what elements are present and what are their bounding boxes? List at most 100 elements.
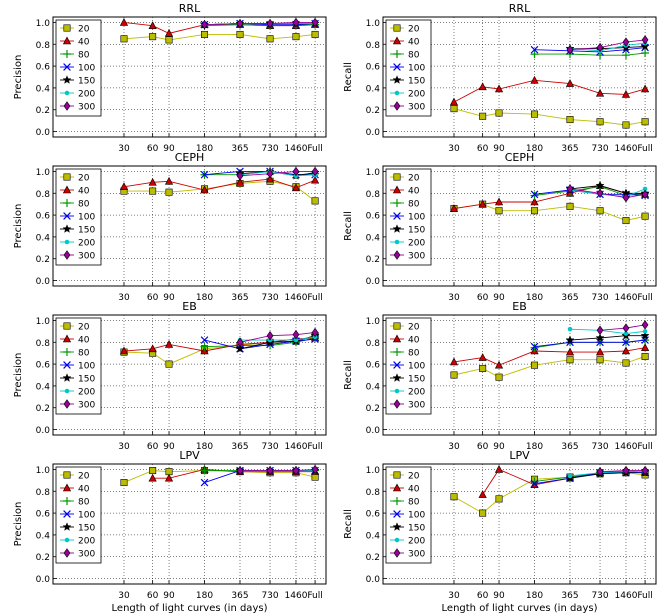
data-point-40 (164, 473, 174, 482)
legend-label-80: 80 (408, 200, 420, 210)
legend: 20 40 80 100 150 200 300 (385, 19, 432, 117)
y-axis-label: Recall (343, 509, 354, 539)
series-80 (530, 49, 650, 60)
y-axis-label: Precision (13, 353, 24, 398)
data-point-100 (200, 336, 209, 344)
data-point-300 (311, 17, 319, 28)
y-tick-label: 0.6 (36, 510, 51, 520)
subplot-eb-precision: 0.0 0.2 0.4 0.6 0.8 1.0 30 60 90 180 365 730 1460 Ful… (13, 300, 327, 452)
x-tick-label: Full (637, 144, 652, 154)
x-tick-label: 1460 (285, 591, 308, 601)
series-40 (449, 75, 650, 106)
x-tick-label: 365 (231, 293, 248, 303)
data-point-40 (164, 28, 174, 37)
y-tick-label: 1.0 (366, 19, 381, 29)
legend-marker-20 (63, 471, 71, 479)
legend-marker-80 (393, 199, 401, 207)
y-tick-label: 0.6 (366, 212, 381, 222)
x-tick-label: 60 (477, 293, 489, 303)
data-point-150 (235, 344, 245, 353)
x-tick-label: Full (637, 442, 652, 452)
data-point-300 (236, 337, 244, 347)
data-point-40 (494, 465, 504, 473)
x-tick-label: 365 (561, 442, 578, 452)
legend-label-80: 80 (78, 498, 90, 508)
legend-label-100: 100 (408, 511, 425, 521)
y-tick-label: 0.0 (36, 128, 51, 138)
legend-label-40: 40 (78, 38, 90, 48)
data-point-40 (621, 90, 631, 98)
legend-label-80: 80 (78, 51, 90, 61)
x-tick-label: 90 (163, 591, 175, 601)
data-point-100 (200, 478, 209, 487)
y-tick-label: 0.4 (36, 531, 51, 541)
y-tick-label: 0.4 (366, 233, 381, 243)
chart-title: CEPH (175, 151, 205, 164)
series-300 (596, 465, 649, 477)
y-axis-label: Recall (343, 360, 354, 390)
chart-title: EB (182, 300, 197, 313)
data-point-40 (494, 197, 504, 206)
data-point-20 (596, 118, 604, 126)
y-tick-label: 0.2 (36, 404, 50, 414)
legend-label-300: 300 (408, 103, 425, 113)
data-point-40 (164, 176, 174, 185)
data-point-40 (478, 490, 487, 498)
series-line-300 (569, 39, 646, 51)
legend-label-100: 100 (78, 64, 95, 74)
series-line-40 (453, 79, 646, 103)
legend-marker-150 (392, 522, 402, 531)
legend-label-40: 40 (78, 485, 90, 495)
data-point-40 (595, 88, 605, 97)
x-tick-label: 730 (591, 591, 608, 601)
data-point-40 (148, 344, 157, 353)
data-point-300 (292, 329, 300, 340)
legend-marker-80 (63, 497, 71, 505)
data-point-40 (310, 175, 320, 184)
legend-label-150: 150 (78, 77, 95, 87)
x-tick-label: 30 (118, 442, 130, 452)
series-line-200 (569, 42, 646, 52)
axes-frame (52, 165, 327, 287)
data-point-40 (449, 204, 459, 212)
legend: 20 40 80 100 150 200 300 (385, 168, 432, 266)
y-tick-label: 1.0 (366, 466, 381, 476)
data-point-20 (622, 121, 630, 129)
series-line-300 (239, 332, 316, 343)
subplot-lpv-precision: 0.0 0.2 0.4 0.6 0.8 1.0 30 60 90 180 365 730 1460 Ful… (13, 449, 327, 613)
legend-label-200: 200 (408, 239, 425, 249)
series-300 (566, 35, 649, 55)
legend-label-200: 200 (78, 90, 95, 100)
data-point-200 (642, 329, 648, 334)
data-point-300 (566, 184, 574, 194)
y-tick-label: 1.0 (366, 317, 381, 327)
x-tick-label: Full (307, 293, 322, 303)
data-point-300 (236, 465, 244, 476)
data-point-20 (450, 371, 458, 379)
data-point-150 (595, 180, 605, 190)
data-point-300 (311, 166, 319, 177)
y-tick-label: 1.0 (366, 168, 381, 178)
y-tick-label: 0.6 (366, 361, 381, 371)
data-point-80 (621, 51, 630, 60)
x-tick-label: 1460 (615, 591, 638, 601)
data-point-20 (149, 33, 157, 41)
data-point-20 (479, 509, 487, 517)
data-point-40 (119, 182, 129, 191)
data-point-20 (450, 493, 458, 501)
series-20 (120, 30, 319, 44)
legend-label-80: 80 (78, 349, 90, 359)
legend-label-20: 20 (408, 323, 420, 333)
data-point-40 (164, 340, 174, 348)
x-tick-label: 90 (163, 442, 175, 452)
legend-marker-200 (394, 388, 400, 394)
legend-label-80: 80 (408, 51, 420, 61)
x-tick-label: 730 (261, 591, 278, 601)
legend-label-200: 200 (78, 537, 95, 547)
legend-marker-200 (64, 239, 70, 245)
legend-label-40: 40 (78, 187, 90, 197)
data-point-100 (530, 479, 539, 488)
y-axis-label: Precision (13, 502, 24, 547)
legend-marker-80 (63, 50, 71, 58)
series-20 (450, 105, 649, 129)
